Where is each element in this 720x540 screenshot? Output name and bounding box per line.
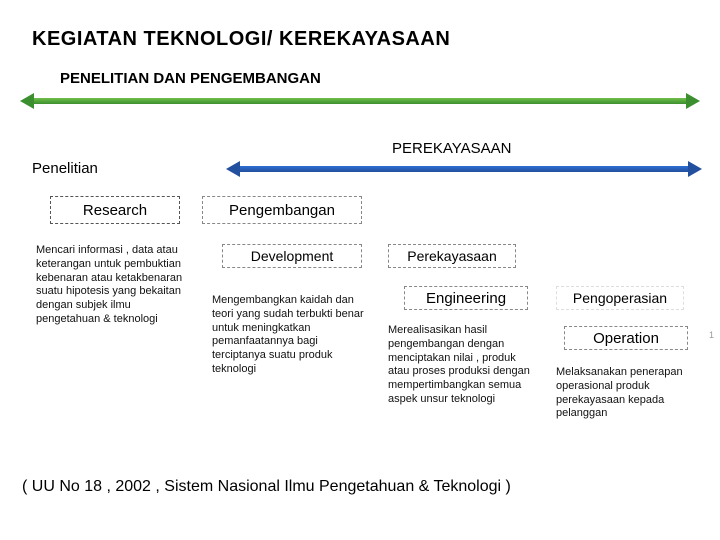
- page-title: KEGIATAN TEKNOLOGI/ KEREKAYASAAN: [32, 28, 450, 51]
- arrow-tip-left: [226, 161, 240, 177]
- footer-citation: ( UU No 18 , 2002 , Sistem Nasional Ilmu…: [22, 478, 511, 496]
- arrow-body: [30, 98, 690, 104]
- subtitle: PENELITIAN DAN PENGEMBANGAN: [60, 70, 321, 87]
- arrow-tip-right: [688, 161, 702, 177]
- box-development: Development: [222, 244, 362, 268]
- box-pengoperasian: Pengoperasian: [556, 286, 684, 310]
- label-penelitian: Penelitian: [32, 160, 98, 177]
- box-pengembangan: Pengembangan: [202, 196, 362, 224]
- box-research: Research: [50, 196, 180, 224]
- desc-operation: Melaksanakan penerapan operasional produ…: [556, 366, 696, 421]
- label-perekayasaan: PEREKAYASAAN: [392, 140, 512, 157]
- arrow-tip-left: [20, 93, 34, 109]
- box-engineering: Engineering: [404, 286, 528, 310]
- arrow-tip-right: [686, 93, 700, 109]
- desc-research: Mencari informasi , data atau keterangan…: [36, 244, 186, 327]
- desc-development: Mengembangkan kaidah dan teori yang suda…: [212, 294, 368, 377]
- box-perekayasaan: Perekayasaan: [388, 244, 516, 268]
- arrow-body: [236, 166, 692, 172]
- arrow-mid: [236, 164, 692, 174]
- page-number: 1: [709, 330, 714, 340]
- arrow-top: [30, 96, 690, 106]
- desc-engineering: Merealisasikan hasil pengembangan dengan…: [388, 324, 538, 407]
- box-operation: Operation: [564, 326, 688, 350]
